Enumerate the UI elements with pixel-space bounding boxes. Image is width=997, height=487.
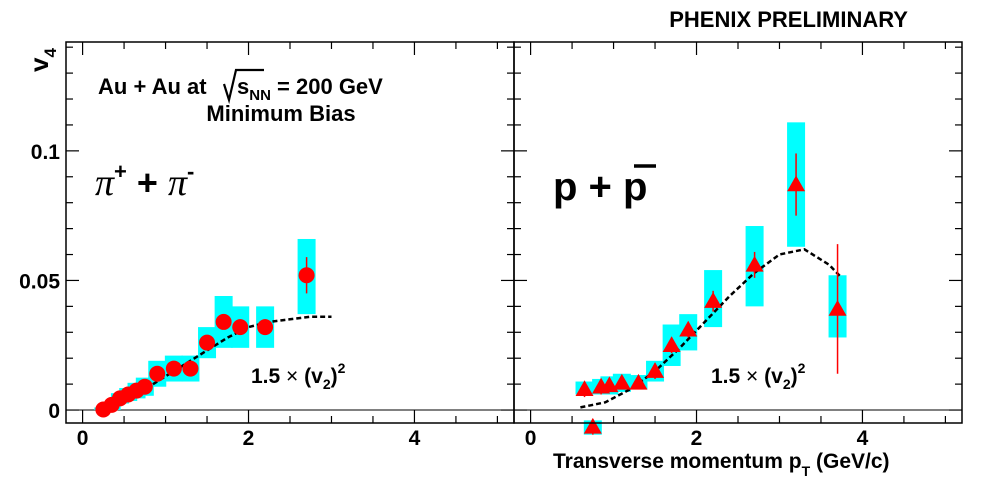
svg-text:Transverse momentum pT (GeV/c): Transverse momentum pT (GeV/c) <box>553 450 890 479</box>
panel-left-plot: 0 2 4 0 0.05 0.1 <box>19 41 515 450</box>
data-point <box>629 373 648 390</box>
right-particle-label: p + p <box>553 164 656 209</box>
data-point <box>215 313 232 330</box>
left-title: Au + Au at sNN = 200 GeV <box>98 68 383 105</box>
right-panel: p + p 1.5 × (v2)2 Transverse momentum pT… <box>553 164 890 479</box>
data-point <box>575 380 594 397</box>
data-point <box>745 255 764 272</box>
left-particle-label: π+ + π- <box>95 159 194 204</box>
svg-text:1.5 × (v2)2: 1.5 × (v2)2 <box>711 360 806 392</box>
svg-text:1.5 × (v2)2: 1.5 × (v2)2 <box>251 360 346 392</box>
svg-text:sNN = 200 GeV: sNN = 200 GeV <box>237 74 383 104</box>
x-tick-label: 4 <box>409 427 421 450</box>
right-curve-label: 1.5 × (v2)2 <box>711 360 806 392</box>
y-tick-label: 0.1 <box>31 141 61 164</box>
svg-text:Au + Au at: Au + Au at <box>98 74 207 99</box>
panel-right-plot: 0 2 4 <box>513 41 963 450</box>
data-point <box>787 175 806 192</box>
data-point <box>679 320 698 337</box>
x-tick-label: 0 <box>525 427 537 450</box>
y-tick-label: 0 <box>48 400 60 423</box>
data-point <box>612 373 631 390</box>
header-label: PHENIX PRELIMINARY <box>669 7 908 32</box>
y-tick-label: 0.05 <box>19 270 60 293</box>
data-point <box>662 336 681 352</box>
left-curve-label: 1.5 × (v2)2 <box>251 360 346 392</box>
data-point <box>165 360 182 377</box>
svg-text:v4: v4 <box>24 48 60 72</box>
data-point <box>182 360 199 377</box>
x-axis-label: Transverse momentum pT (GeV/c) <box>553 450 890 479</box>
fit-curve <box>580 247 843 409</box>
data-point <box>149 365 166 382</box>
data-point <box>232 319 249 336</box>
left-subtitle: Minimum Bias <box>206 101 355 126</box>
svg-text:p + p: p + p <box>553 165 647 209</box>
x-tick-label: 2 <box>691 427 703 450</box>
data-point <box>298 267 315 284</box>
data-point <box>199 334 216 351</box>
left-panel: Au + Au at sNN = 200 GeV Minimum Bias π+… <box>95 68 383 392</box>
x-tick-label: 0 <box>77 427 89 450</box>
data-point <box>646 362 665 378</box>
data-point <box>136 378 153 395</box>
data-point <box>828 299 847 316</box>
data-point <box>583 417 602 434</box>
y-axis-label: v4 <box>24 48 60 72</box>
data-point <box>704 292 723 308</box>
x-tick-label: 2 <box>243 427 255 450</box>
svg-text:π+ + π-: π+ + π- <box>95 159 194 204</box>
x-tick-label: 4 <box>857 427 869 450</box>
data-point <box>257 319 274 336</box>
